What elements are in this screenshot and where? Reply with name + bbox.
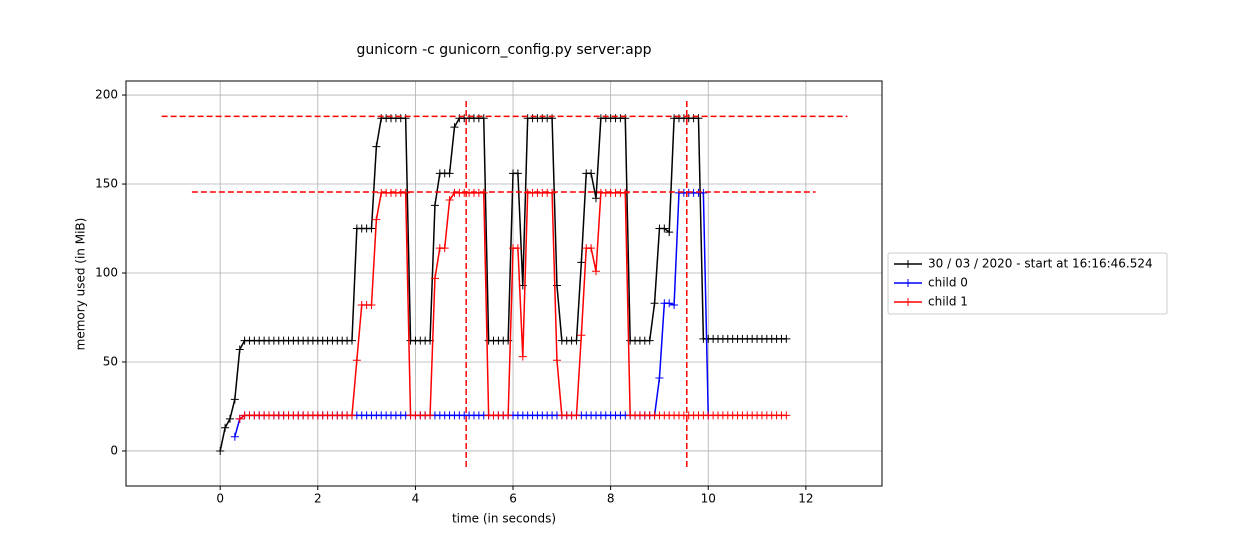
marker xyxy=(621,188,630,197)
marker xyxy=(347,411,356,420)
marker xyxy=(352,356,361,365)
marker xyxy=(221,423,230,432)
marker xyxy=(665,228,674,237)
marker xyxy=(430,201,439,210)
x-tick-label: 6 xyxy=(509,492,517,506)
marker xyxy=(650,299,659,308)
marker xyxy=(426,411,435,420)
legend-marker xyxy=(904,298,912,306)
marker xyxy=(440,244,449,253)
marker xyxy=(401,114,410,123)
marker xyxy=(401,188,410,197)
marker xyxy=(513,244,522,253)
marker xyxy=(230,395,239,404)
marker xyxy=(518,352,527,361)
marker xyxy=(430,274,439,283)
y-axis-label: memory used (in MiB) xyxy=(74,218,88,351)
marker xyxy=(479,114,488,123)
plot-frame xyxy=(125,80,883,487)
marker xyxy=(445,196,454,205)
y-tick-label: 0 xyxy=(110,443,118,457)
x-axis-label: time (in seconds) xyxy=(452,512,556,526)
y-tick-label: 200 xyxy=(95,88,118,102)
marker xyxy=(367,224,376,233)
marker xyxy=(548,188,557,197)
marker xyxy=(577,331,586,340)
marker xyxy=(372,215,381,224)
marker xyxy=(552,356,561,365)
marker xyxy=(216,446,225,455)
marker xyxy=(591,267,600,276)
marker xyxy=(655,373,664,382)
legend-box xyxy=(887,252,1168,315)
x-tick-label: 12 xyxy=(798,492,813,506)
marker xyxy=(367,301,376,310)
x-tick-label: 0 xyxy=(216,492,224,506)
marker xyxy=(572,411,581,420)
marker xyxy=(572,336,581,345)
x-tick-label: 2 xyxy=(314,492,322,506)
marker xyxy=(504,411,513,420)
marker xyxy=(645,336,654,345)
marker xyxy=(782,411,791,420)
x-tick-label: 4 xyxy=(412,492,420,506)
legend-marker xyxy=(904,279,912,287)
y-tick-label: 100 xyxy=(95,266,118,280)
marker xyxy=(513,169,522,178)
marker xyxy=(230,432,239,441)
marker xyxy=(587,244,596,253)
legend-label: child 0 xyxy=(928,276,968,290)
marker xyxy=(235,345,244,354)
x-tick-label: 8 xyxy=(607,492,615,506)
marker xyxy=(660,224,669,233)
marker xyxy=(445,169,454,178)
marker xyxy=(670,301,679,310)
marker xyxy=(665,299,674,308)
marker xyxy=(372,142,381,151)
y-tick-label: 150 xyxy=(95,177,118,191)
legend-marker xyxy=(904,260,912,268)
marker xyxy=(621,114,630,123)
marker xyxy=(548,114,557,123)
marker xyxy=(782,334,791,343)
marker xyxy=(450,123,459,132)
marker xyxy=(225,414,234,423)
marker xyxy=(699,188,708,197)
marker xyxy=(587,169,596,178)
legend-label: child 1 xyxy=(928,295,968,309)
y-tick-label: 50 xyxy=(103,354,118,368)
marker xyxy=(591,194,600,203)
marker xyxy=(347,336,356,345)
marker xyxy=(235,414,244,423)
marker xyxy=(577,258,586,267)
marker xyxy=(479,188,488,197)
chart-title: gunicorn -c gunicorn_config.py server:ap… xyxy=(356,42,651,58)
legend-label: 30 / 03 / 2020 - start at 16:16:46.524 xyxy=(928,257,1153,271)
x-tick-label: 10 xyxy=(701,492,716,506)
marker xyxy=(694,114,703,123)
